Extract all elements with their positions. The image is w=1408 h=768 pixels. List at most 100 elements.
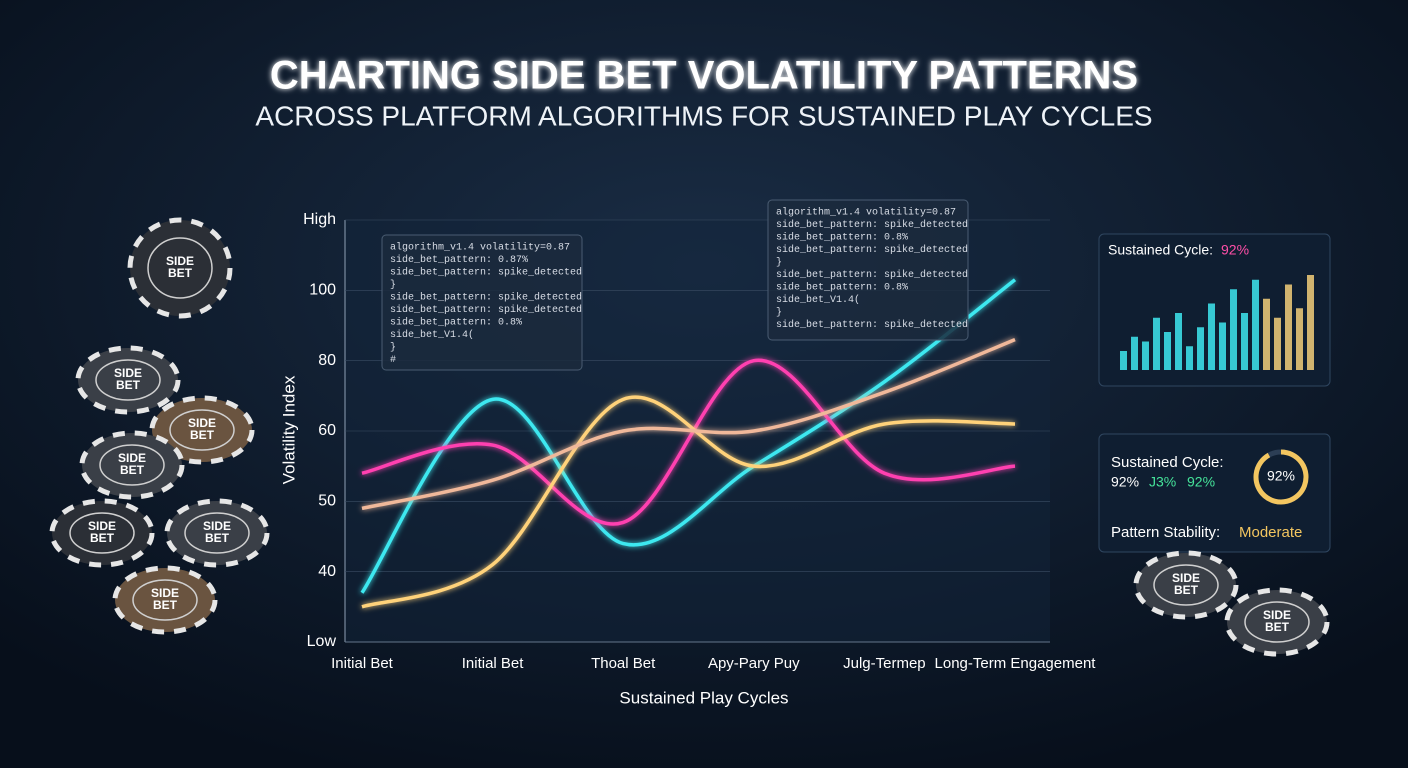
gauge-arc	[1253, 449, 1309, 505]
mini-bar	[1175, 313, 1182, 370]
chip-text: SIDE	[166, 254, 194, 268]
metric-value: 92%	[1221, 242, 1249, 258]
mini-bar	[1164, 332, 1171, 370]
chip-center	[99, 444, 165, 486]
chip-text: BET	[90, 531, 115, 545]
x-axis-label: Sustained Play Cycles	[619, 688, 788, 707]
chip-center	[1244, 601, 1310, 643]
chip	[75, 345, 181, 415]
chip-text: BET	[116, 378, 141, 392]
mini-bar	[1131, 336, 1138, 370]
chip-text: BET	[1265, 620, 1290, 634]
chip-text: SIDE	[1263, 608, 1291, 622]
chip	[149, 395, 255, 465]
subtitle: ACROSS PLATFORM ALGORITHMS FOR SUSTAINED…	[255, 100, 1152, 131]
code-line: }	[390, 342, 396, 354]
chip-center	[1153, 564, 1219, 606]
x-tick-label: Initial Bet	[462, 655, 525, 672]
stability-value: Moderate	[1239, 524, 1302, 541]
chip-text: BET	[153, 598, 178, 612]
mini-bar	[1208, 303, 1215, 370]
stability-label: Pattern Stability:	[1111, 524, 1220, 541]
chip	[1133, 550, 1239, 620]
chip-center	[95, 359, 161, 401]
y-tick-label: 100	[309, 282, 336, 299]
mini-bar	[1274, 317, 1281, 370]
code-line: side_bet_pattern: spike_detected	[776, 269, 968, 281]
y-axis-label: Volatility Index	[279, 375, 298, 484]
code-line: algorithm_v1.4 volatility=0.87	[390, 242, 570, 254]
chip	[79, 430, 185, 500]
mini-bar	[1285, 284, 1292, 370]
chip	[127, 217, 233, 319]
chip-center	[69, 512, 135, 554]
code-line: side_bet_V1.4(	[776, 294, 860, 306]
code-line: side_bet_pattern: spike_detected	[776, 244, 968, 256]
chip-text: BET	[1174, 583, 1199, 597]
gauge-label: 92%	[1267, 468, 1295, 484]
chip	[1224, 587, 1330, 657]
chip	[49, 498, 155, 568]
chip	[112, 565, 218, 635]
x-tick-label: Thoal Bet	[591, 655, 656, 672]
mini-bar	[1263, 298, 1270, 370]
code-line: side_bet_pattern: spike_detected	[390, 292, 582, 304]
x-tick-label: Long-Term Engagement	[935, 655, 1097, 672]
title: CHARTING SIDE BET VOLATILITY PATTERNS	[270, 54, 1138, 98]
chip-center	[169, 409, 235, 451]
chip-text: BET	[190, 428, 215, 442]
chip-text: BET	[120, 463, 145, 477]
code-line: side_bet_pattern: 0.8%	[776, 232, 908, 244]
code-line: side_bet_pattern: spike_detected	[776, 319, 968, 331]
metric-label: Sustained Cycle:	[1108, 242, 1213, 258]
chip-center	[132, 579, 198, 621]
chip-text: SIDE	[88, 519, 116, 533]
code-line: side_bet_pattern: 0.87%	[390, 254, 528, 266]
series-line	[361, 395, 1016, 609]
y-tick-label: 60	[318, 422, 336, 439]
mini-bar	[1252, 279, 1259, 370]
mini-bar	[1186, 346, 1193, 370]
x-tick-label: Apy-Pary Puy	[708, 655, 800, 672]
cycle-value: J3%	[1149, 474, 1176, 490]
code-line: #	[390, 355, 396, 366]
mini-bar	[1307, 275, 1314, 370]
mini-bar	[1142, 341, 1149, 370]
code-panel	[767, 199, 969, 341]
code-line: }	[390, 279, 396, 291]
mini-bar	[1120, 351, 1127, 370]
code-line: side_bet_pattern: spike_detected	[390, 304, 582, 316]
mini-bar	[1241, 313, 1248, 370]
mini-bar	[1197, 327, 1204, 370]
chip-text: BET	[168, 266, 193, 280]
chip-text: SIDE	[118, 451, 146, 465]
mini-bar	[1296, 308, 1303, 370]
mini-bar	[1219, 322, 1226, 370]
chip-text: SIDE	[203, 519, 231, 533]
code-line: }	[776, 307, 782, 319]
cycle-value: 92%	[1111, 474, 1139, 490]
code-line: side_bet_pattern: spike_detected	[390, 267, 582, 279]
series-line	[361, 337, 1016, 511]
chip-text: SIDE	[114, 366, 142, 380]
chip-text: SIDE	[188, 416, 216, 430]
y-tick-label: 50	[318, 493, 336, 510]
y-tick-label: High	[303, 211, 336, 228]
y-tick-label: Low	[307, 633, 337, 650]
chip-center	[184, 512, 250, 554]
y-tick-label: 40	[318, 563, 336, 580]
mini-bar	[1230, 289, 1237, 370]
code-line: side_bet_V1.4(	[390, 329, 474, 341]
mini-bar	[1153, 317, 1160, 370]
chip-center	[147, 237, 213, 299]
chip-text: SIDE	[1172, 571, 1200, 585]
chip-text: SIDE	[151, 586, 179, 600]
x-tick-label: Julg-Termep	[843, 655, 926, 672]
code-panel	[381, 234, 583, 371]
cycle-value: 92%	[1187, 474, 1215, 490]
code-line: algorithm_v1.4 volatility=0.87	[776, 207, 956, 219]
code-line: side_bet_pattern: 0.8%	[390, 317, 522, 329]
x-tick-label: Initial Bet	[331, 655, 394, 672]
series-line	[360, 278, 1017, 594]
